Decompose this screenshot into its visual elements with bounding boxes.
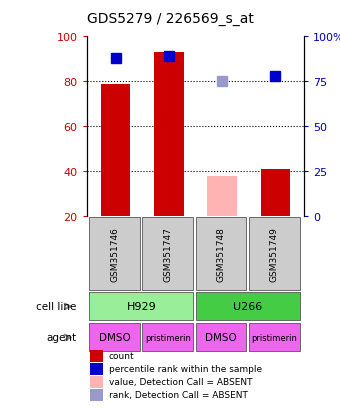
Bar <box>195 324 246 351</box>
Bar <box>195 218 246 290</box>
Text: GSM351746: GSM351746 <box>110 227 119 281</box>
Bar <box>89 293 193 320</box>
Text: GDS5279 / 226569_s_at: GDS5279 / 226569_s_at <box>87 12 253 26</box>
Bar <box>249 324 300 351</box>
Text: DMSO: DMSO <box>99 332 131 343</box>
Bar <box>101 84 131 217</box>
Bar <box>142 218 193 290</box>
Text: H929: H929 <box>126 301 156 312</box>
Text: count: count <box>109 351 134 361</box>
Bar <box>89 324 140 351</box>
Text: percentile rank within the sample: percentile rank within the sample <box>109 365 262 373</box>
Bar <box>154 53 184 217</box>
Text: pristimerin: pristimerin <box>145 333 191 342</box>
Text: GSM351749: GSM351749 <box>270 227 278 281</box>
Text: cell line: cell line <box>36 301 76 312</box>
Bar <box>260 170 290 217</box>
Text: pristimerin: pristimerin <box>251 333 297 342</box>
Bar <box>89 218 140 290</box>
Text: value, Detection Call = ABSENT: value, Detection Call = ABSENT <box>109 377 252 386</box>
Bar <box>249 218 300 290</box>
Bar <box>142 324 193 351</box>
Text: DMSO: DMSO <box>205 332 237 343</box>
Bar <box>195 293 300 320</box>
Text: GSM351748: GSM351748 <box>217 227 225 281</box>
Text: agent: agent <box>46 332 76 343</box>
Text: U266: U266 <box>233 301 262 312</box>
Text: GSM351747: GSM351747 <box>164 227 172 281</box>
Text: rank, Detection Call = ABSENT: rank, Detection Call = ABSENT <box>109 390 248 399</box>
Bar <box>207 176 237 217</box>
